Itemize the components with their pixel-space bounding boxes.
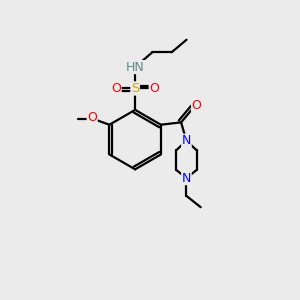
Text: O: O xyxy=(111,82,121,95)
Text: O: O xyxy=(87,110,97,124)
Text: N: N xyxy=(182,172,191,184)
Text: O: O xyxy=(192,99,202,112)
Text: S: S xyxy=(131,82,139,95)
Text: O: O xyxy=(149,82,159,95)
Text: HN: HN xyxy=(126,61,145,74)
Text: N: N xyxy=(182,134,191,147)
